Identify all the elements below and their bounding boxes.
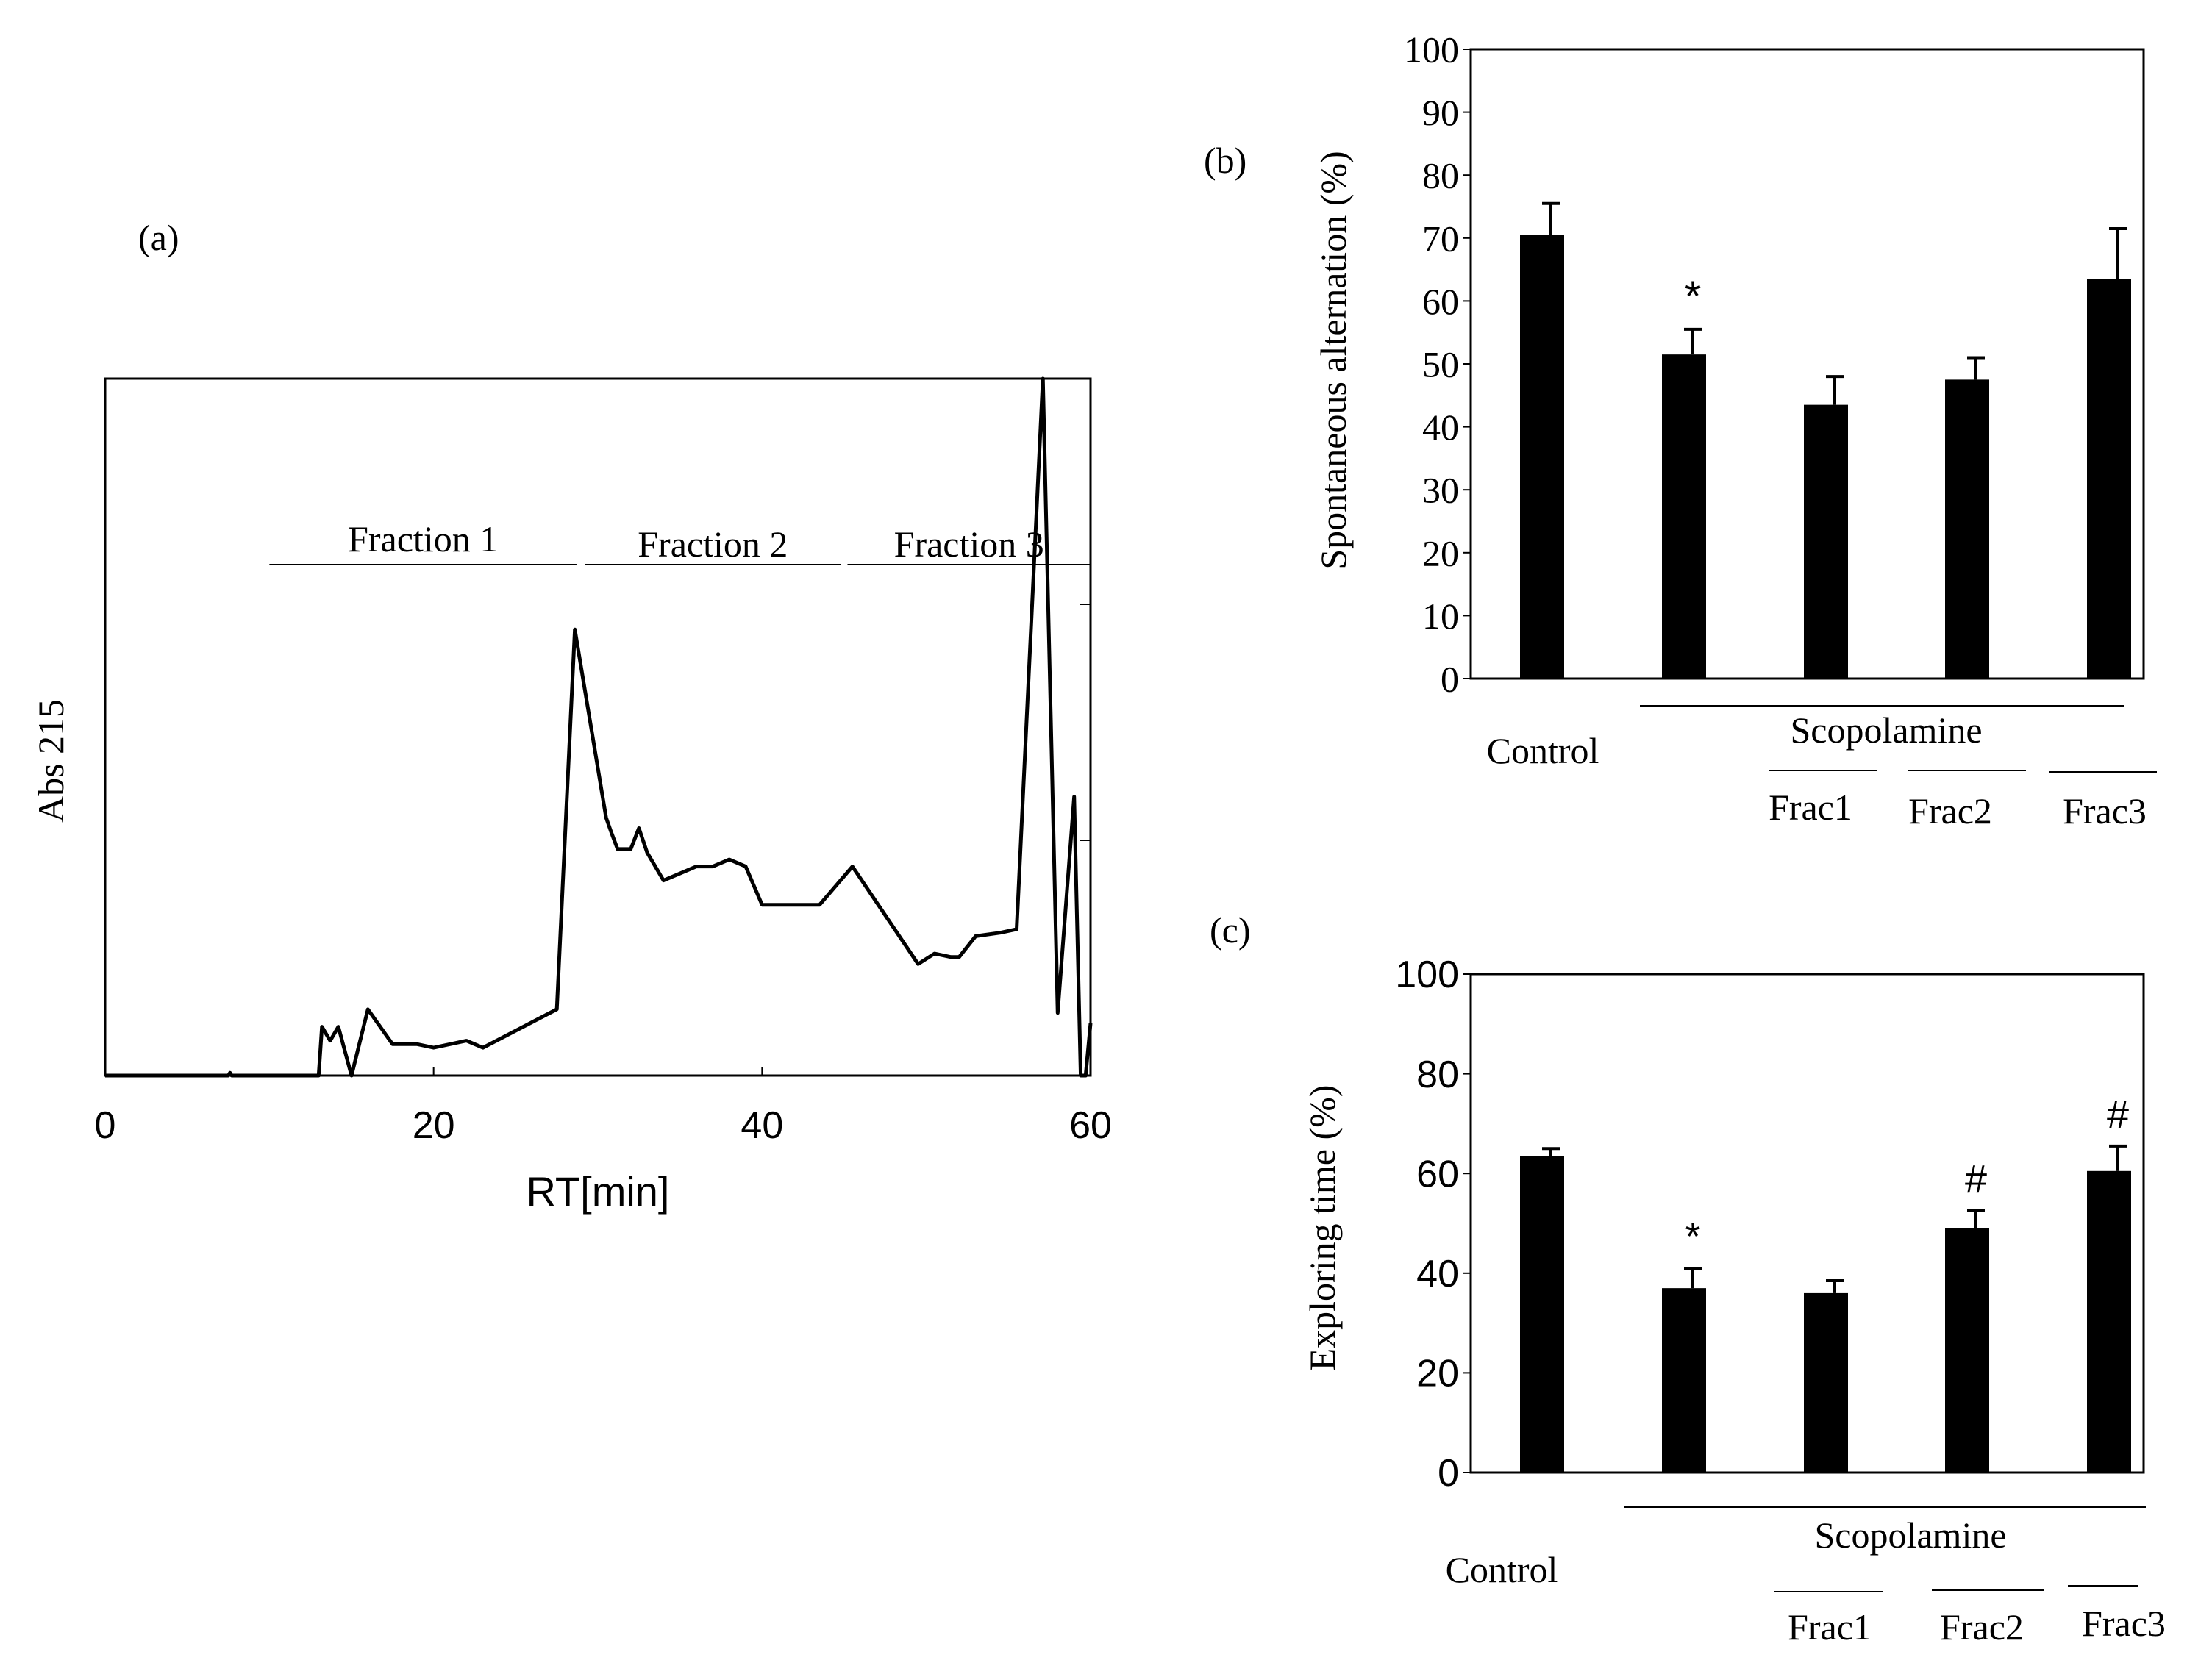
y-tick-label: 70 <box>1422 218 1459 259</box>
bar <box>1662 1288 1706 1473</box>
bars-b: * <box>1520 201 2131 679</box>
bar <box>1804 1292 1848 1473</box>
y-tick-label: 40 <box>1416 1253 1459 1295</box>
panel-label-b: (b) <box>1204 140 1246 181</box>
y-axis-label-b: Spontaneous alternation (%) <box>1313 151 1354 569</box>
x-tick-label: 40 <box>741 1104 783 1147</box>
y-tick-label: 50 <box>1422 344 1459 385</box>
category-label-frac3-c: Frac3 <box>2082 1603 2166 1644</box>
bar <box>1804 404 1848 679</box>
y-tick-label: 10 <box>1422 595 1459 637</box>
y-tick-label: 30 <box>1422 470 1459 511</box>
fraction-ranges: Fraction 1 Fraction 2 Fraction 3 <box>269 518 1091 565</box>
fraction-label: Fraction 1 <box>348 518 498 559</box>
bar <box>1945 1228 1989 1473</box>
group-label-c: Scopolamine <box>1814 1514 2006 1556</box>
fraction-label: Fraction 3 <box>894 523 1044 565</box>
bar <box>1520 235 1564 679</box>
y-axis-ticks-c: 0 20 40 60 80 100 <box>1395 954 1471 1495</box>
y-tick-label: 80 <box>1422 155 1459 196</box>
panel-label-c: (c) <box>1210 909 1251 951</box>
y-tick-label: 0 <box>1438 1452 1459 1495</box>
bar <box>2087 1170 2131 1473</box>
y-tick-label: 100 <box>1395 954 1459 996</box>
bar <box>1520 1156 1564 1473</box>
category-label-frac1-c: Frac1 <box>1788 1606 1872 1648</box>
plot-area-a <box>104 377 1092 1077</box>
category-label-control-c: Control <box>1446 1549 1558 1590</box>
y-tick-label: 20 <box>1416 1353 1459 1395</box>
y-axis-label-a: Abs 215 <box>30 699 71 823</box>
bars-c: * # # <box>1520 1092 2131 1473</box>
x-axis-label-a: RT[min] <box>527 1168 670 1215</box>
significance-marker: * <box>1685 273 1702 321</box>
significance-marker: * <box>1685 1215 1700 1259</box>
category-label-frac3-b: Frac3 <box>2063 790 2147 831</box>
category-label-frac1-b: Frac1 <box>1769 787 1852 828</box>
y-axis-ticks-b: 0 10 20 30 40 50 60 70 80 90 100 <box>1404 29 1471 700</box>
category-label-frac2-c: Frac2 <box>1940 1606 2024 1648</box>
fraction-label: Fraction 2 <box>638 523 788 565</box>
bar <box>1945 379 1989 679</box>
y-tick-label: 100 <box>1404 29 1459 71</box>
chromatogram-panel: (a) Fraction 1 Fraction 2 Fraction 3 0 20 40… <box>30 217 1112 1215</box>
y-tick-label: 80 <box>1416 1054 1459 1096</box>
group-label-b: Scopolamine <box>1790 709 1982 751</box>
bar <box>1662 354 1706 679</box>
category-label-frac2-b: Frac2 <box>1908 790 1992 831</box>
x-tick-label: 20 <box>413 1104 455 1147</box>
y-tick-label: 20 <box>1422 532 1459 573</box>
y-tick-label: 90 <box>1422 92 1459 133</box>
absorbance-trace <box>105 376 1093 1078</box>
y-axis-label-c: Exploring time (%) <box>1302 1085 1343 1371</box>
spontaneous-alternation-panel: (b) 0 10 20 30 40 50 60 70 80 90 100 * Spontaneous… <box>1204 29 2157 831</box>
panel-label-a: (a) <box>138 217 179 258</box>
x-axis-ticks: 0 20 40 60 <box>95 1067 1112 1147</box>
y-tick-label: 60 <box>1416 1153 1459 1195</box>
x-tick-label: 0 <box>95 1104 116 1147</box>
y-tick-label: 0 <box>1441 659 1459 700</box>
significance-marker: # <box>2107 1092 2129 1137</box>
bar <box>2087 279 2131 679</box>
x-tick-label: 60 <box>1069 1104 1112 1147</box>
significance-marker: # <box>1965 1157 1987 1201</box>
y-tick-label: 40 <box>1422 407 1459 448</box>
category-label-control-b: Control <box>1487 730 1599 771</box>
y-tick-label: 60 <box>1422 281 1459 322</box>
